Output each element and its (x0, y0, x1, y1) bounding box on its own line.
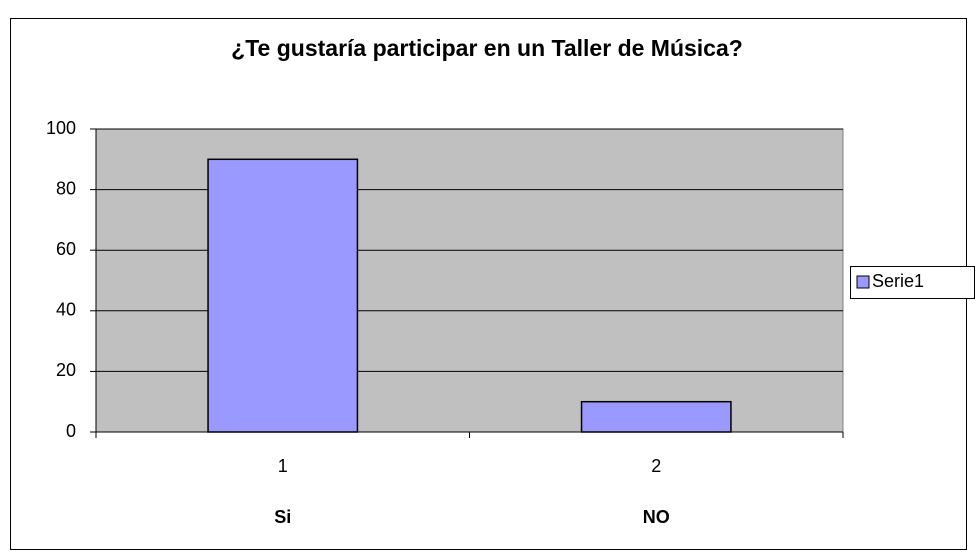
chart-title: ¿Te gustaría participar en un Taller de … (231, 35, 743, 61)
y-tick-label: 60 (56, 239, 76, 259)
y-tick-label: 40 (56, 300, 76, 320)
y-tick-label: 100 (46, 118, 76, 138)
legend-label: Serie1 (872, 271, 924, 291)
x-category-label: Si (274, 507, 291, 527)
x-tick-label: 1 (278, 456, 288, 476)
legend-swatch (856, 275, 870, 289)
y-tick-label: 20 (56, 360, 76, 380)
bar (580, 400, 732, 433)
x-tick-label: 2 (651, 456, 661, 476)
y-tick-label: 80 (56, 178, 76, 198)
bar (207, 158, 359, 433)
y-tick-label: 0 (66, 421, 76, 441)
x-category-label: NO (643, 507, 670, 527)
legend-box (850, 266, 975, 299)
